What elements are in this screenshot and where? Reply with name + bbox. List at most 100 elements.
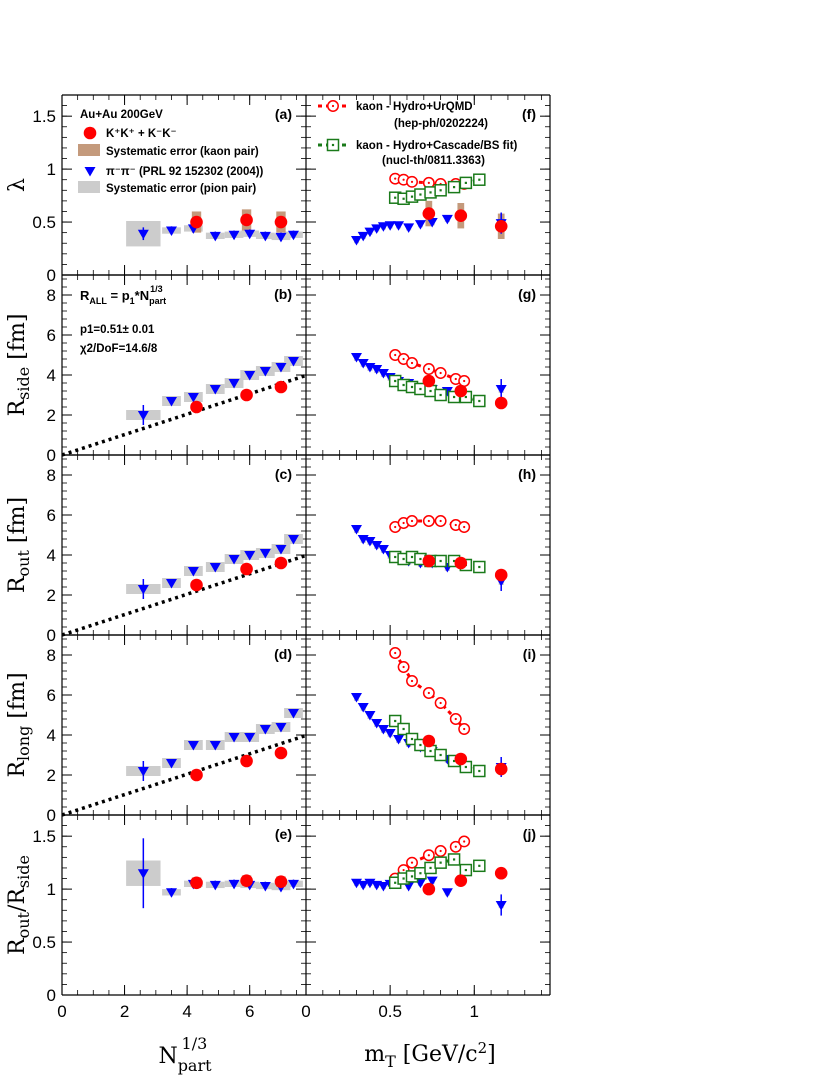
legend-cascade-ref: (nucl-th/0811.3363) [382, 155, 485, 167]
Rlong-urqmd-point-dot [402, 665, 405, 669]
Rlong-pion-point [244, 733, 256, 743]
legend-pion-marker [84, 167, 96, 177]
Rside-ytick-label: 6 [47, 326, 56, 345]
Rlong-urqmd-point-dot [427, 691, 430, 695]
lambda-cascade-point-dot [478, 178, 481, 181]
Rside-urqmd-point-dot [463, 379, 466, 383]
right-xtick-label: 0 [301, 1002, 310, 1021]
lambda-pion-point-right [350, 236, 362, 246]
lambda-pion-point [165, 226, 177, 237]
Rside-pion-point-right [371, 365, 383, 375]
legend-kaon-sys-label: Systematic error (kaon pair) [106, 146, 259, 158]
Rout-kaon-point-right [422, 554, 436, 568]
Rout-kaon-point-right [494, 568, 508, 582]
Rside-pion-point-right [377, 369, 389, 379]
Rout-ytick-label: 8 [47, 466, 56, 485]
lambda-pion-point [259, 231, 271, 242]
Rside-urqmd-point-dot [402, 357, 405, 361]
Rlong-ytick-label: 6 [47, 686, 56, 705]
Rside-cascade-point-dot [419, 387, 422, 391]
Rlong-pion-point [287, 709, 299, 719]
Rside-kaon-point-right [454, 384, 468, 398]
Rratio-pion-point-right [377, 881, 389, 892]
Rout-pion-point-right [350, 525, 362, 535]
lambda-kaon-point-right [494, 219, 508, 233]
Rout-pion-point [165, 579, 177, 589]
lambda-cascade-point-dot [394, 196, 397, 199]
lambda-kaon-point-right [422, 207, 436, 220]
Rlong-pion-point [165, 759, 177, 769]
lambda-cascade-point-dot [410, 195, 414, 198]
legend-cascade-label: kaon - Hydro+Cascade/BS fit) [356, 140, 518, 152]
Rout-kaon-point [190, 578, 203, 592]
lambda-pion-point-right [393, 221, 405, 231]
Rout-ytick-label: 6 [47, 506, 56, 525]
Rratio-panel-label-left: (e) [275, 826, 292, 842]
Rout-cascade-point-dot [439, 559, 442, 563]
Rratio-cascade-point-dot [394, 881, 397, 884]
Rratio-pion-point [287, 879, 299, 890]
Rlong-ytick-label: 8 [47, 646, 56, 665]
lambda-pion-point-right [414, 220, 426, 230]
lambda-ytick-label: 1 [47, 160, 56, 179]
lambda-ylabel: λ [5, 178, 30, 192]
Rlong-cascade-point-dot [452, 759, 456, 763]
Rside-pion-point-right [357, 359, 369, 369]
Rout-pion-point-right [377, 545, 389, 555]
Rside-pion-point [244, 371, 256, 381]
Rratio-urqmd-point-dot [463, 840, 466, 843]
Rout-pion-point [228, 555, 240, 565]
Rlong-cascade-point-dot [429, 749, 432, 753]
lambda-pion-point-right [364, 227, 376, 238]
lambda-ytick-label: 1.5 [32, 107, 56, 126]
Rlong-cascade-point-dot [410, 737, 414, 741]
legend-urqmd-label: kaon - Hydro+UrQMD [356, 101, 473, 113]
Rside-cascade-point-dot [452, 395, 456, 399]
left-xtick-label: 4 [182, 1002, 191, 1021]
lambda-pion-point [287, 230, 299, 241]
Rout-urqmd-point-dot [427, 519, 430, 523]
Rratio-pion-point [259, 881, 271, 892]
Rlong-pion-point-right [371, 719, 383, 729]
Rside-ytick-label: 8 [47, 286, 56, 305]
Rlong-urqmd-point-dot [454, 717, 457, 721]
legend-pion-sys-label: Systematic error (pion pair) [106, 183, 256, 195]
Rside-ylabel: Rside [fm] [5, 314, 33, 417]
Rside-pion-point-right [350, 353, 362, 363]
Rratio-cascade-point-dot [429, 866, 432, 870]
Rlong-urqmd-point-dot [463, 727, 466, 731]
Rlong-urqmd-point-dot [439, 701, 442, 705]
lambda-pion-point-right [426, 218, 438, 228]
legend-urqmd-ref: (hep-ph/0202224) [394, 118, 488, 130]
Rlong-cascade-point-dot [464, 765, 467, 769]
Rout-ytick-label: 2 [47, 586, 56, 605]
Rlong-pion-point-right [350, 693, 362, 703]
Rlong-cascade-point-dot [478, 769, 481, 773]
Rratio-pion-point [165, 888, 177, 898]
lambda-kaon-point-right [454, 209, 468, 223]
Rside-panel-label-right: (g) [518, 286, 536, 302]
Rlong-ytick-label: 2 [47, 766, 56, 785]
Rside-pion-point [165, 397, 177, 407]
Rside-urqmd-point-dot [439, 371, 442, 375]
lambda-pion-point-right [377, 222, 389, 232]
Rratio-pion-point [137, 869, 149, 879]
Rside-ytick-label: 2 [47, 406, 56, 425]
Rside-kaon-point [274, 380, 288, 394]
Rratio-cascade-point-dot [410, 875, 414, 878]
legend-kaon-marker [83, 126, 97, 140]
lambda-cascade-point-dot [419, 193, 422, 196]
Rout-cascade-point-dot [402, 557, 405, 561]
Rlong-ytick-label: 4 [47, 726, 56, 745]
Rlong-kaon-point-right [454, 752, 468, 766]
lambda-pion-point-right [357, 231, 369, 242]
Rout-pion-point [244, 551, 256, 561]
Rout-kaon-point [274, 556, 288, 570]
Rout-pion-point [187, 567, 199, 577]
Rout-kaon-point [240, 562, 253, 576]
right-xtick-label: 1 [470, 1002, 479, 1021]
Rlong-cascade-point-dot [419, 743, 422, 747]
Rratio-kaon-point [240, 874, 253, 887]
Rside-kaon-point-right [494, 396, 508, 410]
